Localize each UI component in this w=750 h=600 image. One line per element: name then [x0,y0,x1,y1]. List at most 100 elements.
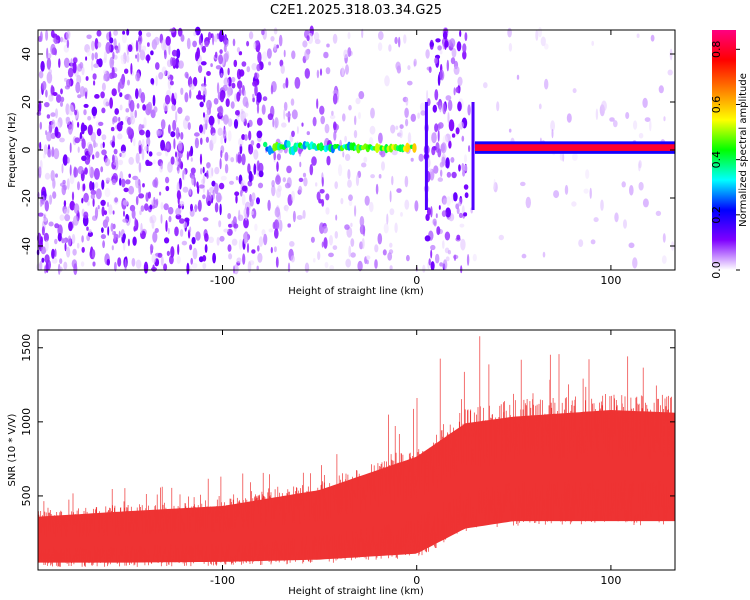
spectrogram-speckle [90,131,97,142]
colorbar-tick-label: 0.0 [710,261,723,279]
spectrogram-y-tick-label: 0 [20,147,33,154]
spectrogram-speckle [45,89,48,98]
spectrogram-speckle [472,253,477,262]
spectrogram-speckle [122,30,126,35]
spectrogram-speckle [538,27,542,38]
spectrogram-speckle [97,205,100,210]
spectrogram-speckle [112,154,115,163]
spectrogram-speckle [165,185,170,192]
spectrogram-speckle [59,214,65,221]
spectrogram-speckle [410,157,414,162]
spectrogram-speckle [194,137,199,149]
spectrogram-speckle [184,71,189,79]
spectrogram-speckle [44,172,51,180]
spectrogram-speckle [542,251,546,258]
spectrogram-speckle [94,52,98,60]
spectrogram-speckle [628,242,635,249]
spectrogram-speckle [52,178,56,189]
spectrogram-speckle [571,201,577,207]
spectrogram-speckle [192,40,198,48]
spectrogram-speckle [67,67,74,78]
spectrogram-speckle [197,199,202,212]
spectrogram-speckle [322,225,328,234]
spectrogram-speckle [223,77,230,87]
spectrogram-speckle [87,231,93,237]
spectrogram-speckle [87,116,92,121]
spectrogram-speckle [220,175,227,181]
spectrogram-speckle [123,187,129,193]
spectrogram-speckle [661,255,667,264]
spectrogram-speckle [111,72,118,78]
spectrogram-speckle [41,226,45,236]
spectrogram-speckle [174,226,179,237]
spectrogram-speckle [309,164,314,176]
spectrogram-weak-trace-point [412,143,417,153]
spectrogram-speckle [67,157,70,164]
spectrogram-speckle [238,239,243,251]
spectrogram-speckle [119,104,123,111]
spectrogram-speckle [498,234,504,241]
spectrogram-speckle [442,102,447,115]
spectrogram-speckle [344,153,351,161]
spectrogram-speckle [419,102,426,112]
spectrogram-speckle [40,236,43,245]
spectrogram-speckle [98,121,104,126]
spectrogram-speckle [177,157,182,168]
spectrogram-speckle [38,100,42,112]
spectrogram-speckle [54,249,57,258]
spectrogram-speckle [254,72,258,78]
spectrogram-speckle [85,56,88,61]
spectrogram-speckle [291,130,295,137]
spectrogram-speckle [127,238,130,247]
spectrogram-speckle [121,32,127,44]
spectrogram-speckle [257,245,260,252]
spectrogram-speckle [114,108,119,115]
spectrogram-speckle [141,139,145,147]
spectrogram-speckle [47,53,52,59]
spectrogram-speckle [199,153,203,165]
spectrogram-speckle [442,259,448,270]
spectrogram-speckle [273,151,277,161]
spectrogram-speckle [179,229,184,237]
spectrogram-speckle [572,88,577,94]
spectrogram-speckle [202,194,206,200]
spectrogram-speckle [81,155,87,162]
spectrogram-speckle [113,196,119,205]
spectrogram-speckle [600,199,604,211]
spectrogram-speckle [251,192,256,202]
spectrogram-speckle [95,151,100,159]
spectrogram-speckle [463,164,468,172]
spectrogram-speckle [224,163,229,174]
spectrogram-speckle [290,98,295,106]
spectrogram-speckle [60,88,63,95]
spectrogram-speckle [160,119,166,130]
spectrogram-speckle [414,200,419,212]
spectrogram-speckle [63,261,68,270]
spectrogram-speckle [219,235,225,242]
spectrogram-speckle [453,87,456,96]
spectrogram-speckle [164,94,171,105]
spectrogram-speckle [441,210,447,218]
spectrogram-speckle [306,131,310,136]
spectrogram-speckle [189,244,193,251]
spectrogram-speckle [332,89,339,96]
spectrogram-speckle [161,66,167,76]
spectrogram-speckle [275,175,281,185]
spectrogram-speckle [144,203,149,211]
spectrogram-speckle [334,181,339,190]
spectrogram-speckle [147,101,153,114]
spectrogram-speckle [248,144,251,151]
spectrogram-speckle [384,75,390,87]
spectrogram-speckle [62,179,66,185]
spectrogram-speckle [205,136,209,143]
spectrogram-speckle [455,86,460,93]
spectrogram-speckle [189,83,195,90]
spectrogram-speckle [65,116,71,125]
spectrogram-speckle [198,65,203,74]
spectrogram-speckle [353,130,358,139]
spectrogram-speckle [106,258,111,266]
spectrogram-speckle [304,49,310,61]
spectrogram-speckle [92,261,96,267]
spectrogram-speckle [442,198,447,205]
spectrogram-speckle [291,190,295,202]
